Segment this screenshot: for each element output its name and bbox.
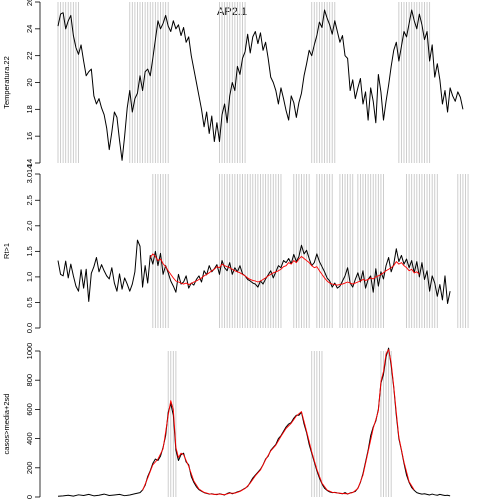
temp-y-tick-label: 26 [25,0,34,6]
cases-y-tick-label: 400 [25,432,34,445]
rt-y-tick-label: 0.5 [25,297,34,307]
temp-y-tick-label: 20 [25,78,34,86]
rt-y-axis-label: Rt>1 [2,243,11,259]
cases-y-axis-label: casos>media+2sd [2,394,11,455]
cases-y-tick-label: 0 [25,495,34,499]
temp-y-tick-label: 14 [25,159,34,167]
cases-y-tick-label: 200 [25,462,34,475]
temp-y-tick-label: 16 [25,132,34,140]
panel-temperature: 14 16 18 20 22 24 26 Temperatura.22 [2,0,464,167]
temp-series-line-black [57,9,464,161]
temp-y-axis-label: Temperatura.22 [2,56,11,109]
rt-y-tick-label: 3.014 [25,165,34,184]
rt-y-tick-label: 2.0 [25,221,34,231]
cases-y-tick-label: 600 [25,403,34,416]
panel-rt: 0.0 0.5 1.0 1.5 2.0 2.5 3.014 Rt>1 [2,165,469,333]
cases-series-line-red [142,349,415,496]
rt-y-tick-label: 1.0 [25,272,34,282]
cases-y-tick-label: 800 [25,374,34,387]
rt-y-tick-label: 1.5 [25,246,34,256]
temp-y-tick-label: 24 [25,25,34,33]
temp-y-tick-label: 22 [25,51,34,59]
cases-y-tick-label: 1000 [25,343,34,360]
panel-cases: 0 200 400 600 800 1000 casos>media+2sd [2,343,451,499]
temp-y-tick-label: 18 [25,105,34,113]
rt-y-tick-label: 0.0 [25,323,34,333]
rt-y-tick-label: 2.5 [25,195,34,205]
rt-series-line-red [149,253,420,286]
